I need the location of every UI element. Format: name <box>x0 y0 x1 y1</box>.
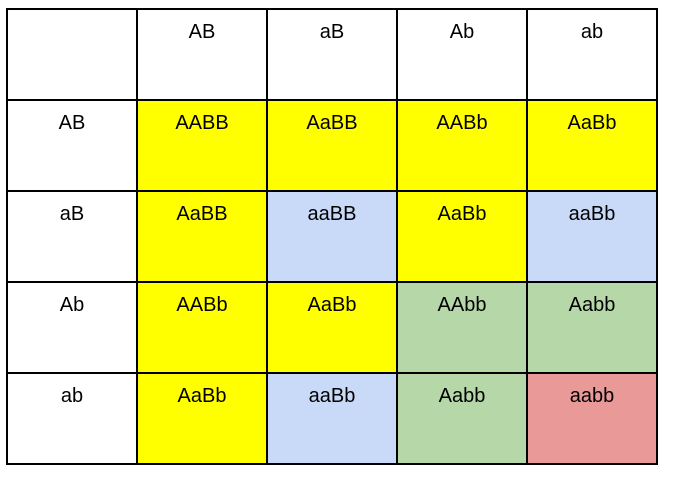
punnett-row: Ab AABb AaBb AAbb Aabb <box>6 281 658 374</box>
punnett-row: aB AaBB aaBB AaBb aaBb <box>6 190 658 283</box>
genotype-cell: aaBB <box>266 190 398 283</box>
row-header-label: aB <box>59 203 85 225</box>
column-header-label: AB <box>188 21 216 43</box>
row-header-label: ab <box>60 385 84 407</box>
genotype-label: Aabb <box>438 385 486 407</box>
column-header: AB <box>136 8 268 101</box>
genotype-label: AaBb <box>307 294 357 316</box>
genotype-cell: AaBB <box>266 99 398 192</box>
genotype-label: AABB <box>175 112 229 134</box>
genotype-cell: AaBb <box>266 281 398 374</box>
header-row: AB aB Ab ab <box>6 8 658 101</box>
row-header: ab <box>6 372 138 465</box>
genotype-cell: AaBB <box>136 190 268 283</box>
genotype-label: aaBb <box>568 203 616 225</box>
genotype-label: AAbb <box>437 294 487 316</box>
row-header: aB <box>6 190 138 283</box>
genotype-label: AABb <box>436 112 488 134</box>
genotype-cell: AaBb <box>526 99 658 192</box>
row-header: AB <box>6 99 138 192</box>
genotype-cell: aaBb <box>266 372 398 465</box>
genotype-cell: AABB <box>136 99 268 192</box>
punnett-row: ab AaBb aaBb Aabb aabb <box>6 372 658 465</box>
row-header-label: AB <box>58 112 86 134</box>
genotype-cell: AaBb <box>396 190 528 283</box>
punnett-row: AB AABB AaBB AABb AaBb <box>6 99 658 192</box>
genotype-cell: AAbb <box>396 281 528 374</box>
column-header-label: Ab <box>449 21 475 43</box>
genotype-cell: AABb <box>136 281 268 374</box>
genotype-label: AABb <box>176 294 228 316</box>
row-header: Ab <box>6 281 138 374</box>
genotype-label: AaBb <box>437 203 487 225</box>
column-header: aB <box>266 8 398 101</box>
genotype-cell: Aabb <box>526 281 658 374</box>
genotype-label: aabb <box>569 385 615 407</box>
genotype-label: aaBB <box>307 203 357 225</box>
genotype-cell: aabb <box>526 372 658 465</box>
column-header: ab <box>526 8 658 101</box>
genotype-cell: Aabb <box>396 372 528 465</box>
row-header-label: Ab <box>59 294 85 316</box>
genotype-label: AaBb <box>567 112 617 134</box>
column-header: Ab <box>396 8 528 101</box>
corner-cell <box>6 8 138 101</box>
column-header-label: aB <box>319 21 345 43</box>
genotype-cell: aaBb <box>526 190 658 283</box>
column-header-label: ab <box>580 21 604 43</box>
genotype-label: AaBb <box>177 385 227 407</box>
punnett-square: AB aB Ab ab AB AABB AaBB AABb AaBb aB Aa… <box>6 8 658 465</box>
genotype-label: AaBB <box>306 112 358 134</box>
genotype-cell: AABb <box>396 99 528 192</box>
genotype-label: Aabb <box>568 294 616 316</box>
genotype-label: AaBB <box>176 203 228 225</box>
genotype-cell: AaBb <box>136 372 268 465</box>
genotype-label: aaBb <box>308 385 356 407</box>
